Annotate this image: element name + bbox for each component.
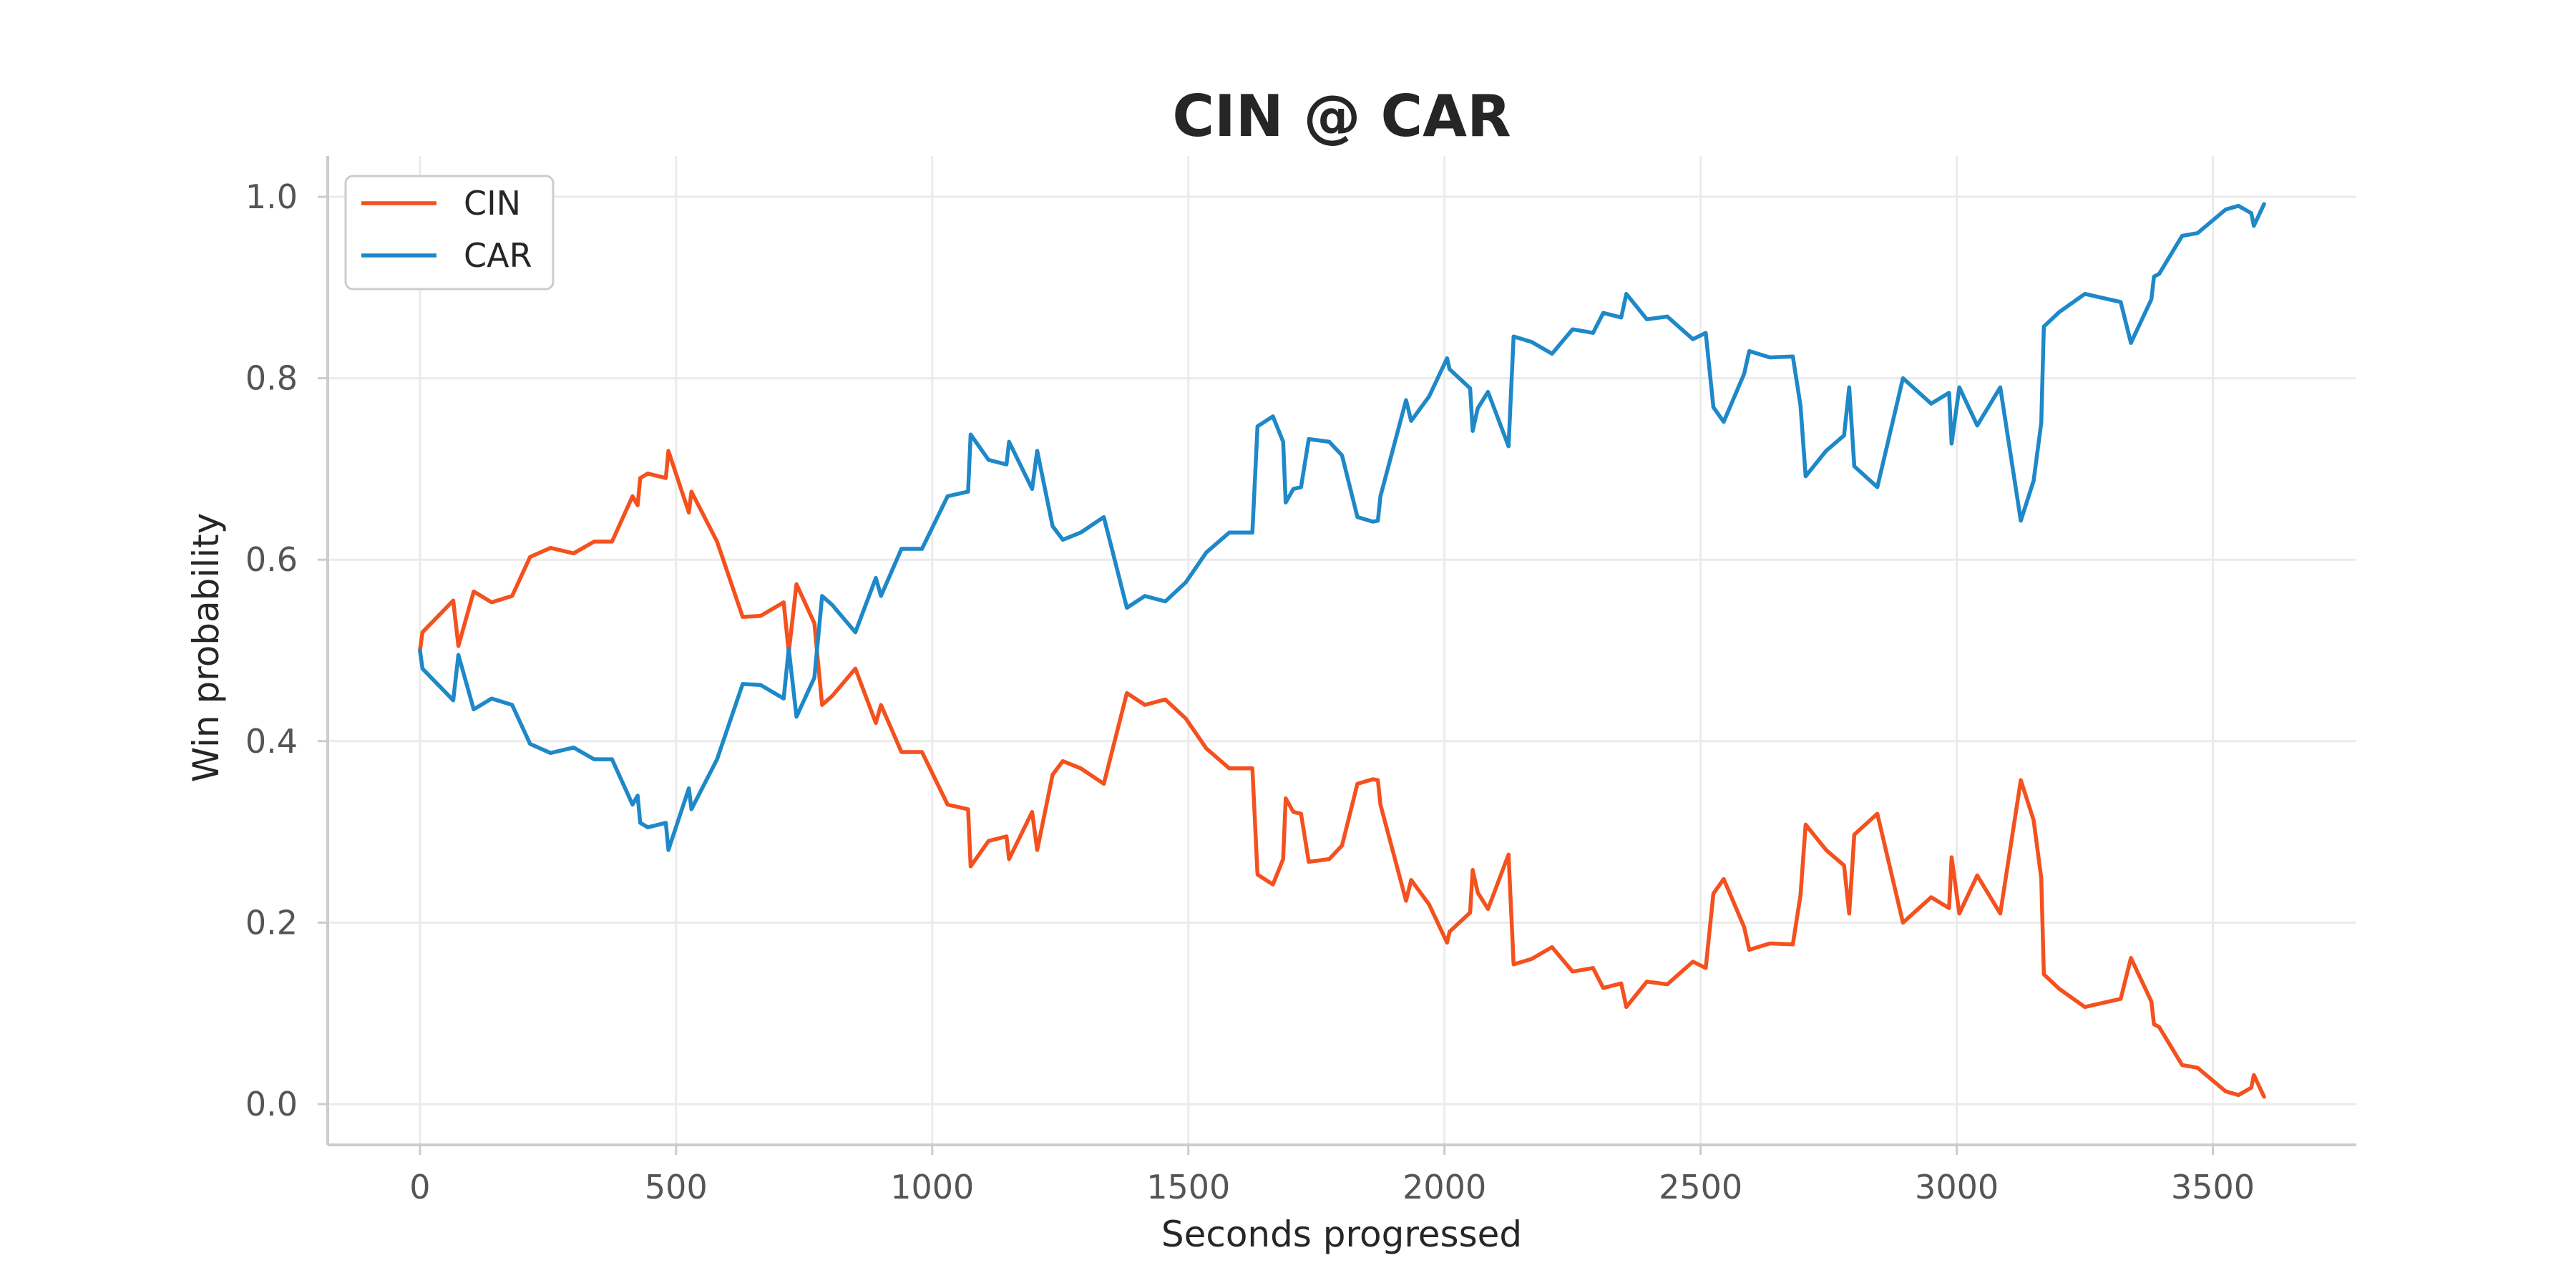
axes: [318, 156, 2356, 1155]
series-line-cin: [418, 449, 2266, 1099]
x-tick-label: 3000: [1915, 1168, 1999, 1206]
y-tick-label: 1.0: [245, 177, 298, 216]
x-axis-label: Seconds progressed: [1161, 1214, 1522, 1255]
y-tick-label: 0.2: [245, 903, 298, 942]
x-tick-label: 2000: [1402, 1168, 1486, 1206]
series-layer: [418, 202, 2266, 1099]
y-tick-label: 0.0: [245, 1085, 298, 1123]
x-tick-label: 1500: [1146, 1168, 1230, 1206]
y-axis-label: Win probability: [185, 513, 227, 783]
x-tick-label: 500: [645, 1168, 708, 1206]
x-tick-label: 2500: [1659, 1168, 1742, 1206]
x-tick-label: 0: [409, 1168, 430, 1206]
series-line-car: [418, 202, 2266, 852]
chart-title: CIN @ CAR: [1172, 83, 1511, 150]
y-tick-label: 0.4: [245, 722, 298, 761]
x-tick-label: 1000: [890, 1168, 974, 1206]
y-tick-label: 0.6: [245, 540, 298, 579]
x-tick-label: 3500: [2171, 1168, 2255, 1206]
gridlines: [328, 156, 2356, 1145]
y-tick-label: 0.8: [245, 359, 298, 398]
legend-label-car: CAR: [464, 236, 532, 275]
tick-labels: 0 500 1000 1500 2000 2500 3000 3500 0.0 0.2 0.4 0.6…: [245, 177, 2255, 1206]
legend-label-cin: CIN: [464, 184, 521, 223]
legend: CIN CAR: [344, 175, 555, 291]
